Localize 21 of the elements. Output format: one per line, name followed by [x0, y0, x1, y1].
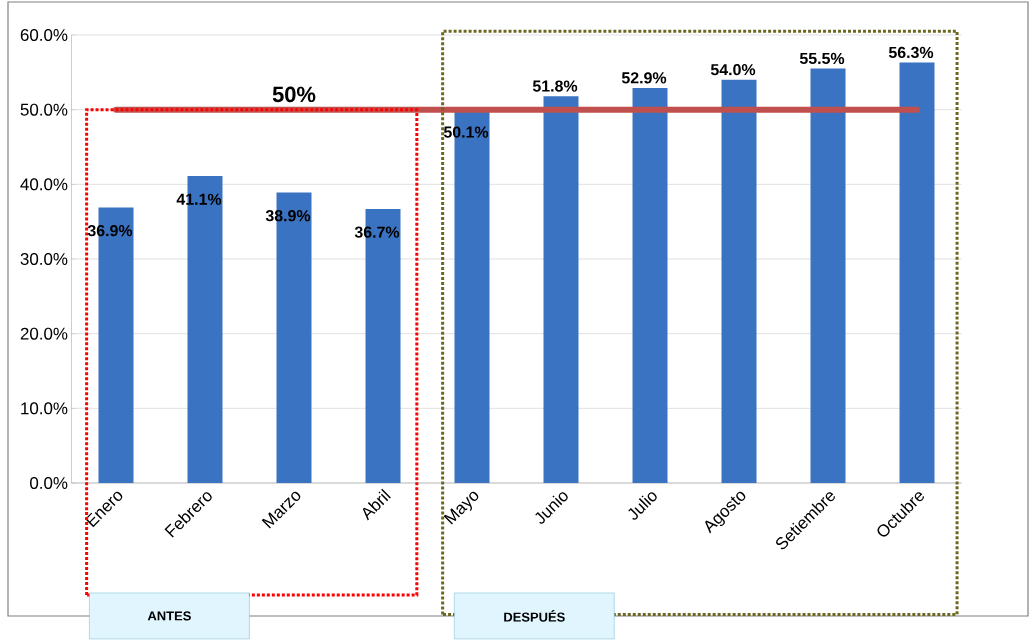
y-tick-label: 30.0% — [20, 253, 68, 265]
text: DESPUÉS — [504, 610, 565, 622]
data-label: 51.8% — [532, 80, 578, 92]
bar — [721, 79, 757, 483]
y-tick-label: 0.0% — [30, 477, 68, 489]
bar — [899, 62, 935, 483]
text: ANTES — [147, 611, 191, 621]
ref-line-label: 50% — [272, 86, 316, 103]
y-tick-label: 60.0% — [20, 29, 68, 41]
bar — [543, 96, 579, 483]
x-tick-label: Julio — [628, 492, 657, 520]
y-tick-label: 50.0% — [20, 103, 68, 116]
y-tick-label: 20.0% — [20, 327, 68, 340]
bar — [632, 88, 668, 483]
data-label: 54.0% — [710, 64, 756, 76]
y-tick-label: 40.0% — [20, 178, 68, 191]
y-tick-label: 10.0% — [21, 402, 68, 415]
data-label: 55.5% — [799, 52, 845, 65]
bar — [810, 68, 846, 483]
data-label: 56.3% — [888, 46, 934, 59]
data-label: 52.9% — [621, 72, 667, 84]
